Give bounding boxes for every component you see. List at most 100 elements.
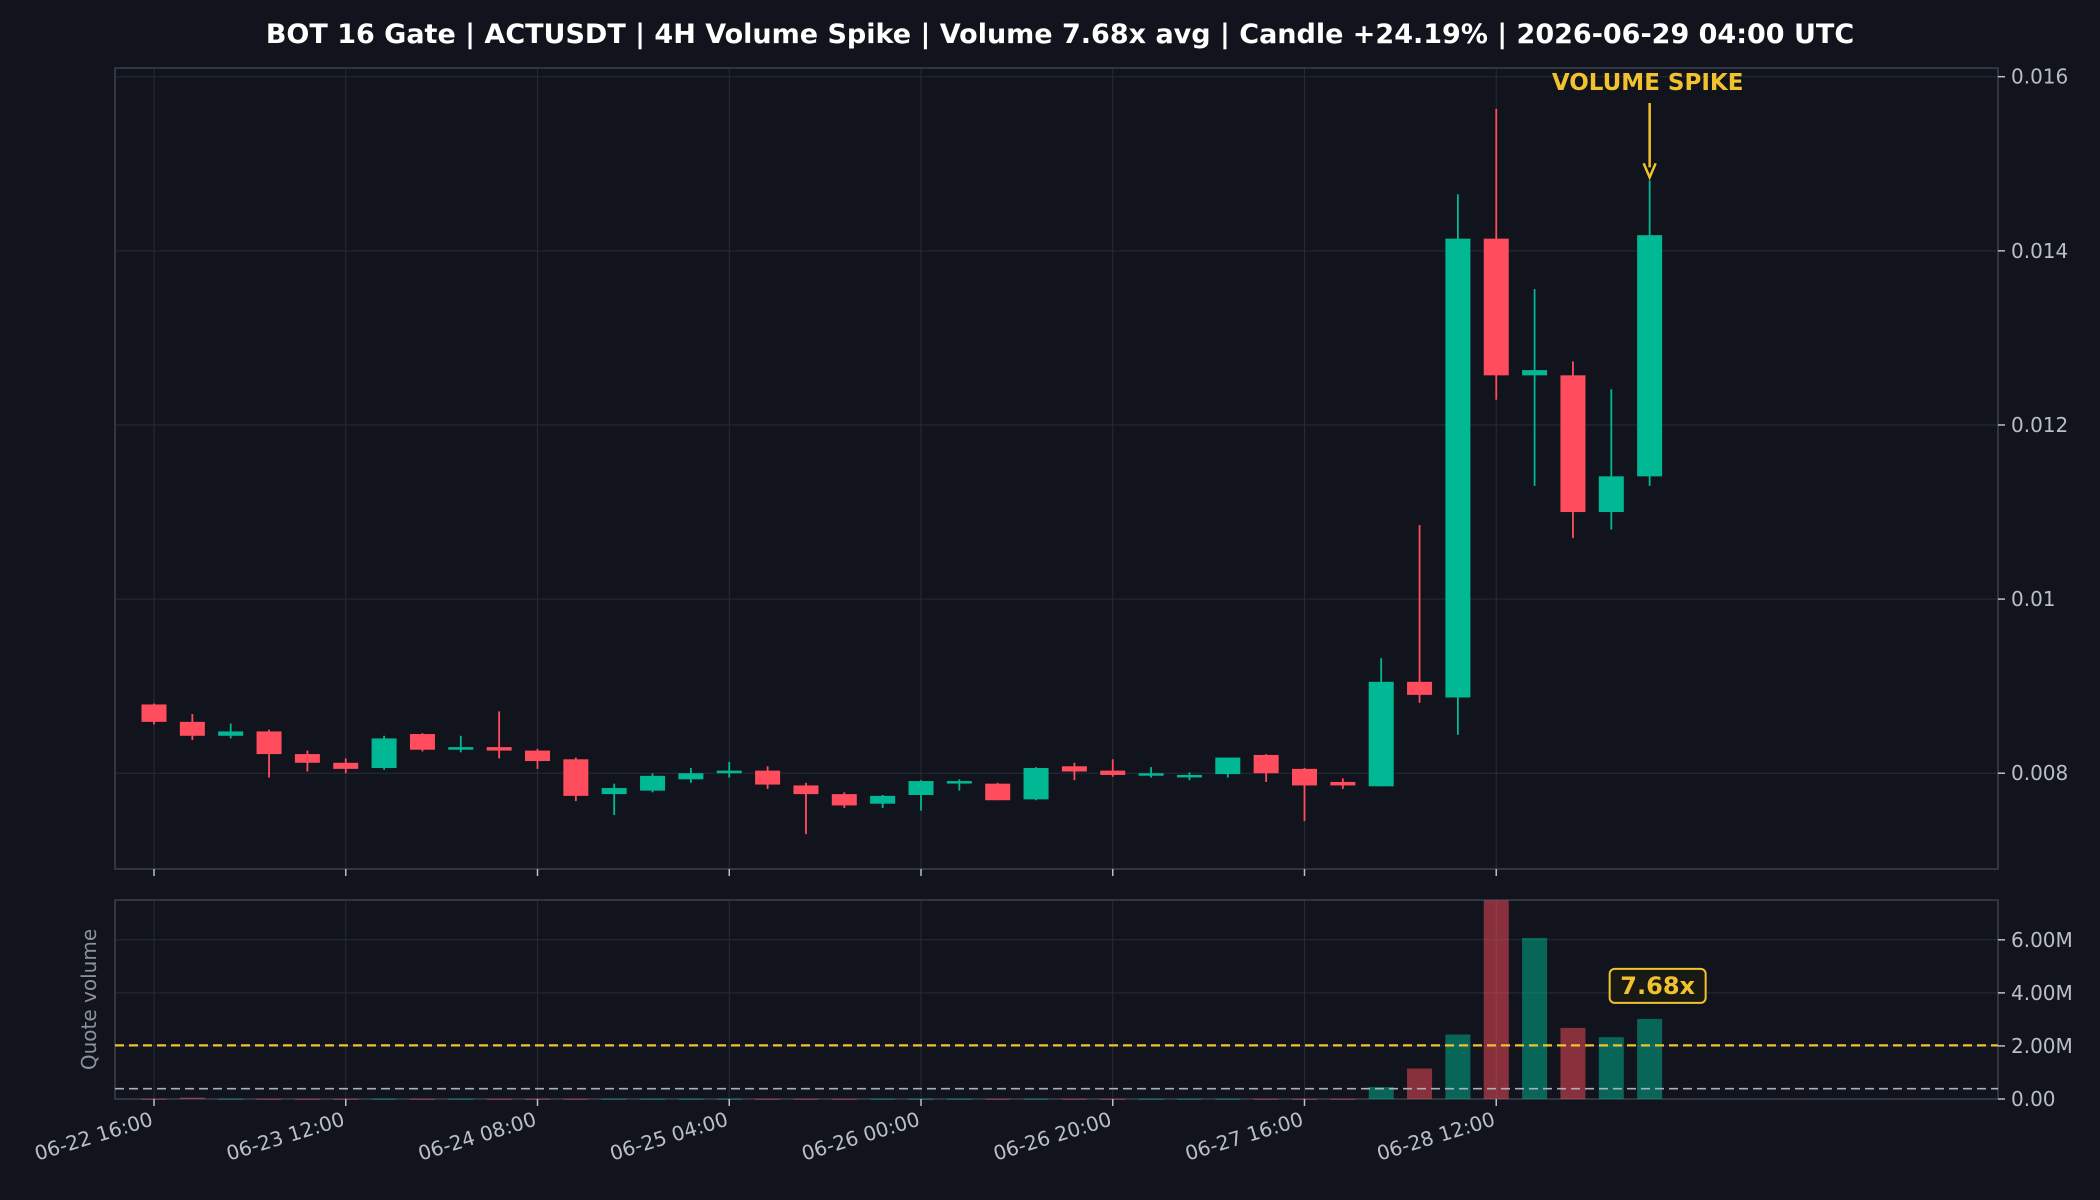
candle: [1100, 759, 1126, 777]
candle-body: [1445, 238, 1471, 698]
volume-bar: [563, 1098, 589, 1100]
candle-body: [1522, 370, 1548, 376]
volume-gridlines: [115, 900, 1998, 1100]
volume-bar: [1023, 1098, 1049, 1100]
volume-spike-label: VOLUME SPIKE: [1552, 70, 1744, 96]
volume-panel: 0.00 2.00M 4.00M 6.00M Quote volume 7.68x: [77, 899, 2073, 1111]
volume-ratio-badge-text: 7.68x: [1620, 972, 1695, 1000]
volume-bar: [640, 1098, 666, 1100]
candle-body: [793, 785, 819, 795]
price-gridlines: [115, 68, 1998, 869]
candle: [1023, 767, 1049, 801]
volume-bars: [141, 900, 1663, 1100]
candle: [333, 758, 359, 774]
volume-bar: [1253, 1098, 1279, 1100]
volume-tick-label: 6.00M: [2011, 928, 2073, 952]
candle-body: [1560, 375, 1586, 513]
candle-body: [563, 759, 589, 796]
price-tick-label: 0.008: [2011, 761, 2068, 785]
candle: [294, 750, 320, 772]
candle-body: [870, 795, 896, 804]
candle-body: [1023, 768, 1049, 800]
candle-body: [985, 783, 1011, 801]
volume-ratio-badge: 7.68x: [1608, 967, 1707, 1004]
volume-bar: [1368, 1087, 1394, 1099]
volume-bar: [448, 1098, 474, 1100]
candle: [1598, 389, 1624, 530]
volume-bar: [486, 1098, 512, 1100]
volume-bar: [256, 1098, 282, 1100]
price-tick-label: 0.01: [2011, 587, 2056, 611]
volume-spike-arrow-head: [1642, 162, 1657, 181]
candle: [563, 757, 589, 802]
candle-body: [1368, 681, 1394, 787]
candle: [1215, 757, 1241, 778]
candle-body: [1215, 757, 1241, 775]
candle: [946, 779, 972, 791]
candle: [1176, 772, 1202, 781]
volume-panel-frame: [114, 899, 1999, 1100]
candle: [1253, 754, 1279, 782]
volume-bar: [1407, 1068, 1433, 1099]
candle: [985, 782, 1011, 801]
candle-body: [1637, 235, 1663, 477]
candles: [141, 108, 1663, 835]
candle: [716, 761, 742, 778]
candle-body: [333, 762, 359, 769]
price-tick-label: 0.014: [2011, 239, 2068, 263]
volume-bar: [1061, 1098, 1087, 1100]
candle: [678, 768, 704, 783]
candle: [908, 780, 934, 811]
candle: [870, 794, 896, 809]
volume-axis-ticks: 0.00 2.00M 4.00M 6.00M: [1998, 928, 2073, 1111]
candle: [409, 733, 435, 752]
candle: [1292, 768, 1317, 822]
volume-bar: [409, 1098, 435, 1100]
candle: [755, 766, 781, 789]
time-tick-label: 06-24 08:00: [415, 1107, 539, 1166]
time-tick-label: 06-28 12:00: [1374, 1107, 1498, 1166]
candle: [1407, 525, 1433, 703]
candle: [793, 782, 819, 835]
time-tick-label: 06-22 16:00: [32, 1107, 156, 1166]
price-axis-ticks: 0.008 0.01 0.012 0.014 0.016: [1998, 65, 2068, 785]
candle: [141, 703, 167, 725]
time-tick-label: 06-26 20:00: [990, 1107, 1114, 1166]
time-tick-label: 06-27 16:00: [1182, 1107, 1306, 1166]
volume-spike-annotation: VOLUME SPIKE: [1552, 70, 1744, 181]
volume-bar: [1637, 1018, 1663, 1099]
candle-body: [371, 738, 397, 769]
volume-bar: [1560, 1027, 1586, 1099]
time-tick-label: 06-23 12:00: [223, 1107, 347, 1166]
candle-body: [640, 775, 666, 791]
candle-body: [1407, 681, 1433, 695]
candle-body: [908, 781, 934, 795]
candle-body: [1253, 754, 1279, 774]
candle-body: [678, 773, 704, 780]
volume-reference-lines: [115, 1044, 1998, 1090]
candle: [486, 711, 512, 759]
volume-bar: [218, 1098, 244, 1100]
price-panel-frame: [114, 67, 1999, 870]
candle: [1483, 108, 1509, 400]
candle: [1061, 762, 1087, 781]
volume-bar: [1330, 1098, 1356, 1100]
candle-body: [525, 750, 550, 762]
volume-bar: [870, 1098, 896, 1100]
volume-tick-label: 0.00: [2011, 1087, 2056, 1111]
price-panel: 0.008 0.01 0.012 0.014 0.016 VOLUME SPIKE: [114, 65, 2068, 870]
time-tick-label: 06-25 04:00: [607, 1107, 731, 1166]
candle-body: [1100, 770, 1126, 775]
candle-body: [755, 770, 781, 785]
candle: [525, 748, 550, 769]
candle: [218, 723, 244, 739]
volume-bar: [1483, 900, 1509, 1099]
candle-body: [1330, 781, 1356, 786]
candle-body: [716, 770, 742, 774]
chart-title: BOT 16 Gate | ACTUSDT | 4H Volume Spike …: [266, 19, 1854, 50]
volume-bar: [1215, 1098, 1241, 1100]
candle: [1445, 194, 1471, 735]
candle: [1560, 361, 1586, 539]
candle-body: [1292, 768, 1317, 786]
